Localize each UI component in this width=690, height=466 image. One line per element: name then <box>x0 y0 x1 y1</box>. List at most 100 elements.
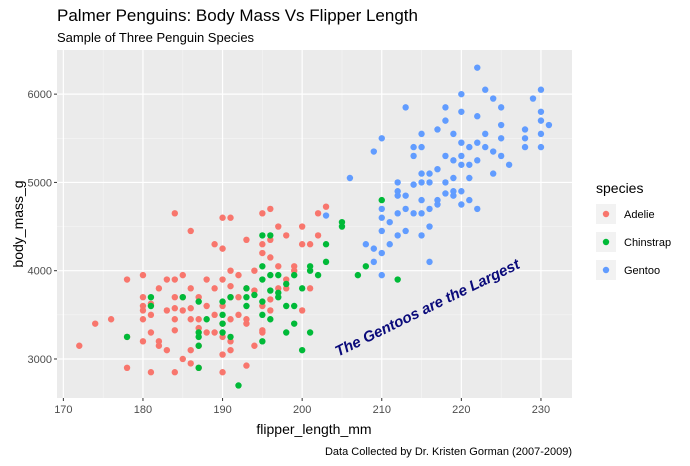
data-point-adelie <box>267 205 274 213</box>
data-point-adelie <box>235 311 242 319</box>
data-point-chinstrap <box>267 271 274 279</box>
data-point-adelie <box>267 254 274 261</box>
data-point-gentoo <box>442 104 449 111</box>
data-point-adelie <box>92 320 99 327</box>
data-point-chinstrap <box>283 302 290 310</box>
data-point-gentoo <box>378 271 385 279</box>
data-point-chinstrap <box>362 263 370 270</box>
data-point-chinstrap <box>291 271 298 279</box>
data-point-gentoo <box>378 249 385 257</box>
data-point-chinstrap <box>227 293 234 301</box>
data-point-adelie <box>227 346 234 354</box>
data-point-adelie <box>139 316 147 323</box>
data-point-gentoo <box>466 196 473 204</box>
data-point-adelie <box>227 338 234 345</box>
data-point-chinstrap <box>338 223 346 230</box>
data-point-chinstrap <box>283 280 290 288</box>
data-point-adelie <box>291 267 298 274</box>
data-point-chinstrap <box>195 329 202 336</box>
data-point-adelie <box>139 293 147 301</box>
data-point-chinstrap <box>219 298 226 305</box>
data-point-gentoo <box>426 170 433 177</box>
data-point-gentoo <box>521 126 529 133</box>
data-point-gentoo <box>450 192 457 199</box>
data-point-gentoo <box>474 205 481 213</box>
data-point-chinstrap <box>283 329 290 336</box>
data-point-gentoo <box>442 117 449 124</box>
data-point-gentoo <box>545 121 553 129</box>
data-point-gentoo <box>474 157 481 164</box>
data-point-gentoo <box>482 86 489 93</box>
data-point-gentoo <box>434 126 441 133</box>
data-point-chinstrap <box>267 287 274 294</box>
data-point-adelie <box>243 316 250 323</box>
legend-marker-gentoo <box>602 266 610 274</box>
data-point-adelie <box>171 293 179 301</box>
data-point-gentoo <box>537 117 545 124</box>
data-point-adelie <box>203 276 210 283</box>
data-point-gentoo <box>418 143 425 151</box>
data-point-adelie <box>283 285 290 292</box>
data-point-chinstrap <box>243 285 250 292</box>
axes: 170 180 190 200 210 220 230 3000 4000 5000 6000 <box>28 89 551 416</box>
data-point-adelie <box>306 285 314 292</box>
x-tick-label: 230 <box>532 404 550 416</box>
data-point-chinstrap <box>259 311 266 319</box>
data-point-adelie <box>298 307 306 314</box>
data-point-adelie <box>259 241 266 248</box>
data-point-gentoo <box>489 170 497 177</box>
x-tick-label: 190 <box>213 404 231 416</box>
data-point-gentoo <box>458 139 465 146</box>
data-point-gentoo <box>497 121 505 129</box>
x-tick-label: 220 <box>452 404 470 416</box>
data-point-adelie <box>155 342 163 349</box>
data-point-adelie <box>179 355 186 363</box>
data-point-gentoo <box>402 104 409 111</box>
data-point-gentoo <box>505 161 513 168</box>
data-point-gentoo <box>378 214 385 221</box>
data-point-gentoo <box>537 130 545 138</box>
data-point-gentoo <box>410 210 417 217</box>
data-point-adelie <box>203 329 210 336</box>
data-point-chinstrap <box>298 285 306 292</box>
data-point-gentoo <box>370 245 378 252</box>
data-point-chinstrap <box>306 329 314 336</box>
data-points <box>76 64 553 389</box>
data-point-gentoo <box>378 227 385 235</box>
x-tick-label: 200 <box>293 404 311 416</box>
data-point-gentoo <box>394 210 401 217</box>
data-point-adelie <box>139 338 147 345</box>
data-point-chinstrap <box>267 232 274 239</box>
data-point-adelie <box>155 285 163 292</box>
data-point-gentoo <box>418 210 425 217</box>
data-point-adelie <box>291 263 298 270</box>
data-point-gentoo <box>458 188 465 195</box>
data-point-gentoo <box>418 232 425 239</box>
data-point-adelie <box>107 316 115 323</box>
data-point-gentoo <box>458 108 465 115</box>
data-point-chinstrap <box>219 329 226 336</box>
data-point-adelie <box>251 267 258 274</box>
data-point-gentoo <box>426 205 433 213</box>
data-point-adelie <box>203 302 210 310</box>
data-point-adelie <box>171 369 179 376</box>
data-point-adelie <box>314 232 322 239</box>
legend-label: Gentoo <box>624 265 660 277</box>
data-point-gentoo <box>426 258 433 266</box>
data-point-chinstrap <box>259 263 266 270</box>
caption: Data Collected by Dr. Kristen Gorman (20… <box>325 446 572 458</box>
data-point-adelie <box>219 245 226 252</box>
data-point-adelie <box>267 296 274 303</box>
data-point-chinstrap <box>219 311 226 319</box>
data-point-chinstrap <box>259 276 266 283</box>
data-point-adelie <box>267 307 274 314</box>
legend-marker-chinstrap <box>602 238 610 246</box>
data-point-adelie <box>283 232 290 239</box>
data-point-chinstrap <box>275 271 282 279</box>
data-point-chinstrap <box>123 333 131 341</box>
data-point-gentoo <box>466 174 473 182</box>
data-point-adelie <box>211 311 218 319</box>
data-point-gentoo <box>489 148 497 155</box>
data-point-chinstrap <box>338 218 346 226</box>
y-tick-label: 6000 <box>28 89 52 101</box>
